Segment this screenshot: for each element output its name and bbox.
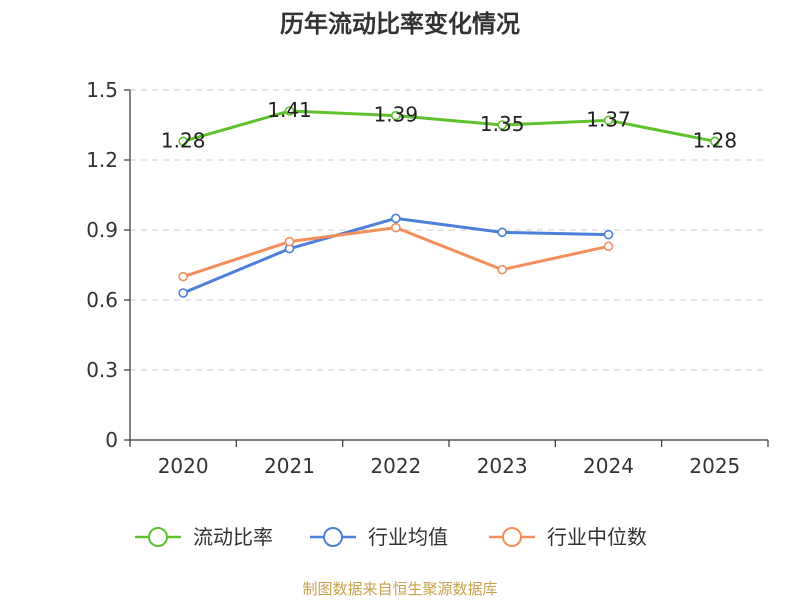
data-point <box>710 136 720 147</box>
y-tick-label: 1.5 <box>86 78 118 102</box>
y-tick-label: 0.6 <box>86 288 118 312</box>
data-point <box>178 271 188 282</box>
x-tick-label: 2021 <box>264 454 315 478</box>
data-label: 1.37 <box>586 107 631 131</box>
data-point <box>603 115 614 126</box>
data-label: 1.39 <box>374 103 419 127</box>
legend-label: 行业中位数 <box>547 525 647 549</box>
x-tick-label: 2022 <box>370 454 421 478</box>
y-tick-label: 0.3 <box>86 358 118 382</box>
data-label: 1.28 <box>693 128 738 152</box>
chart-title: 历年流动比率变化情况 <box>280 10 520 38</box>
x-tick-label: 2024 <box>583 454 634 478</box>
data-point <box>603 241 614 252</box>
data-point <box>603 229 614 240</box>
x-tick-label: 2023 <box>477 454 528 478</box>
data-source-note: 制图数据来自恒生聚源数据库 <box>302 580 498 598</box>
data-label: 1.41 <box>267 98 312 122</box>
data-point <box>391 110 401 121</box>
y-tick-label: 0 <box>105 428 118 452</box>
data-label: 1.35 <box>480 112 525 136</box>
data-point <box>497 264 507 275</box>
data-point <box>284 236 295 247</box>
legend-marker <box>502 527 522 547</box>
legend-marker <box>323 527 343 547</box>
data-point <box>391 213 401 224</box>
legend-label: 行业均值 <box>368 525 448 549</box>
x-tick-label: 2025 <box>689 454 740 478</box>
x-tick-label: 2020 <box>158 454 209 478</box>
data-point <box>497 120 507 130</box>
y-tick-label: 1.2 <box>86 148 118 172</box>
series-line-2 <box>182 226 609 279</box>
data-point <box>391 222 401 233</box>
y-tick-label: 0.9 <box>86 218 118 242</box>
data-point <box>497 227 507 238</box>
data-label: 1.28 <box>161 128 206 152</box>
legend-marker <box>148 527 168 547</box>
data-point <box>284 106 295 116</box>
data-point <box>178 288 188 298</box>
series-line-0 <box>182 109 716 143</box>
legend-label: 流动比率 <box>193 525 273 549</box>
data-point <box>178 136 188 147</box>
